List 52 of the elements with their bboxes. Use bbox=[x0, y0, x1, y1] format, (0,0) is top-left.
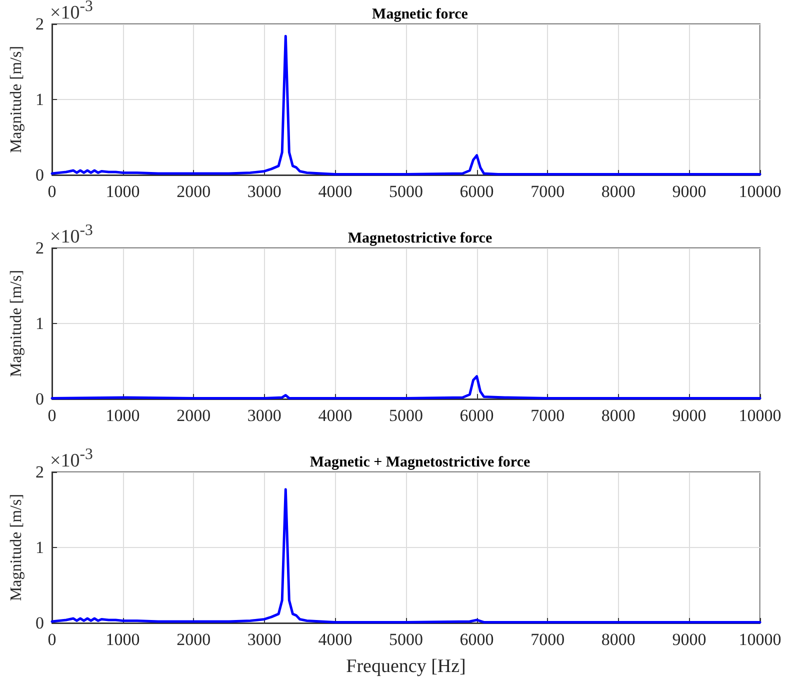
x-tick-label: 7000 bbox=[530, 182, 565, 201]
x-tick-label: 2000 bbox=[176, 182, 211, 201]
text: ×10$^{-3}$ bbox=[50, 222, 93, 248]
y-axis-title: Magnitude [m/s] bbox=[8, 46, 26, 154]
x-tick-label: 10000 bbox=[738, 406, 782, 425]
x-tick-label: 8000 bbox=[601, 630, 636, 649]
chart-title: Magnetostrictive force bbox=[348, 230, 492, 246]
x-tick-label: 1000 bbox=[106, 406, 140, 425]
x-tick-label: 8000 bbox=[601, 182, 636, 201]
x-tick-label: 4000 bbox=[318, 182, 352, 201]
x-tick-label: 2000 bbox=[176, 630, 211, 649]
x-tick-label: 5000 bbox=[389, 630, 423, 649]
x-tick-label: 6000 bbox=[460, 630, 494, 649]
x-tick-label: 9000 bbox=[672, 630, 706, 649]
x-tick-label: 0 bbox=[48, 630, 56, 649]
x-tick-label: 6000 bbox=[460, 182, 494, 201]
x-axis-title: Frequency [Hz] bbox=[346, 656, 466, 677]
x-tick-label: 9000 bbox=[672, 406, 706, 425]
x-tick-label: 5000 bbox=[389, 406, 423, 425]
y-tick-label: 1 bbox=[36, 314, 44, 333]
y-tick-label: 2 bbox=[36, 462, 44, 482]
y-tick-label: 0 bbox=[36, 614, 44, 632]
x-tick-label: 1000 bbox=[106, 630, 140, 649]
x-tick-label: 4000 bbox=[318, 406, 352, 425]
x-tick-label: 4000 bbox=[318, 630, 352, 649]
y-tick-label: 0 bbox=[36, 390, 44, 408]
x-tick-label: 9000 bbox=[672, 182, 706, 201]
text: ×10$^{-3}$ bbox=[50, 446, 93, 472]
y-tick-label: 2 bbox=[36, 14, 44, 34]
y-tick-label: 1 bbox=[36, 538, 44, 557]
y-axis-title: Magnitude [m/s] bbox=[8, 270, 26, 378]
x-tick-label: 6000 bbox=[460, 406, 494, 425]
y-tick-label: 1 bbox=[36, 90, 44, 109]
x-tick-label: 7000 bbox=[530, 406, 565, 425]
x-tick-label: 3000 bbox=[247, 182, 282, 201]
chart-title: Magnetic force bbox=[372, 6, 468, 22]
x-tick-label: 10000 bbox=[738, 630, 782, 649]
x-tick-label: 7000 bbox=[530, 630, 565, 649]
text: ×10$^{-3}$ bbox=[50, 0, 93, 24]
x-tick-label: 0 bbox=[48, 406, 56, 425]
y-tick-label: 0 bbox=[36, 166, 44, 184]
x-tick-label: 1000 bbox=[106, 182, 140, 201]
x-tick-label: 10000 bbox=[738, 182, 782, 201]
x-tick-label: 3000 bbox=[247, 630, 282, 649]
x-tick-label: 8000 bbox=[601, 406, 636, 425]
x-tick-label: 3000 bbox=[247, 406, 282, 425]
x-tick-label: 0 bbox=[48, 182, 56, 201]
x-tick-label: 2000 bbox=[176, 406, 211, 425]
y-tick-label: 2 bbox=[36, 238, 44, 258]
y-axis-title: Magnitude [m/s] bbox=[8, 494, 26, 602]
x-tick-label: 5000 bbox=[389, 182, 423, 201]
chart-title: Magnetic + Magnetostrictive force bbox=[310, 454, 530, 470]
